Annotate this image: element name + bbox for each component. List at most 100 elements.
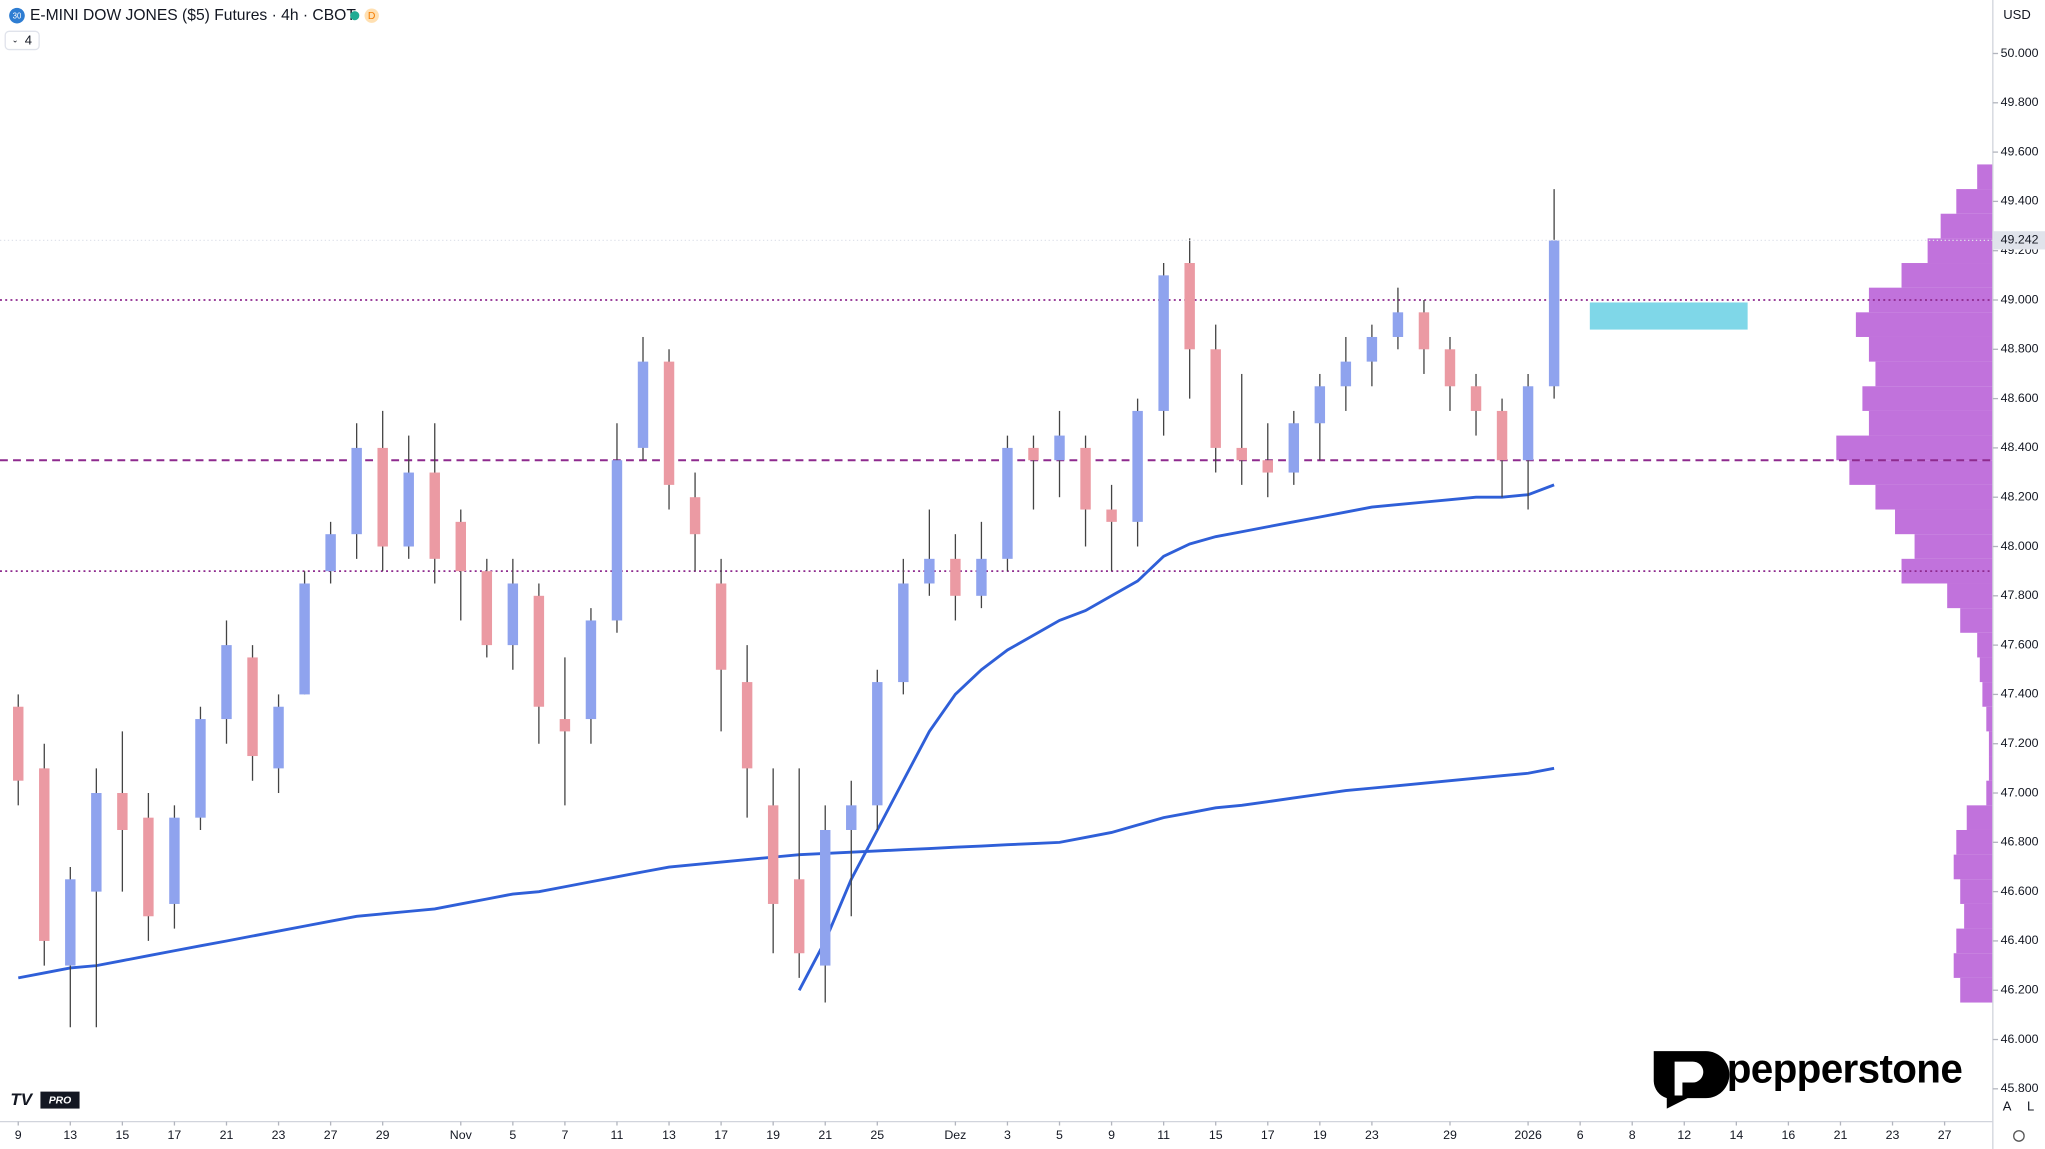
candle-body: [13, 706, 24, 781]
volume-profile-bar: [1956, 928, 1993, 954]
x-tick-label: 5: [1056, 1128, 1063, 1142]
x-tick-label: 25: [870, 1128, 884, 1142]
volume-profile-bar: [1960, 977, 1993, 1003]
candle-body: [325, 534, 336, 572]
currency[interactable]: USD: [2003, 7, 2031, 22]
tv-pro-text: PRO: [49, 1095, 72, 1106]
y-tick-label: 48.600: [2001, 391, 2039, 405]
candle-body: [793, 879, 805, 954]
candle-body: [1054, 435, 1065, 461]
x-tick-label: 21: [1834, 1128, 1848, 1142]
volume-profile-bar: [1986, 706, 1993, 732]
y-tick-label: 49.000: [2001, 292, 2039, 306]
y-tick-label: 48.400: [2001, 440, 2039, 454]
volume-profile-bar: [1862, 386, 1993, 411]
x-tick-label: 17: [1261, 1128, 1275, 1142]
y-tick-label: 49.400: [2001, 194, 2039, 208]
target-zone: [1589, 302, 1748, 330]
x-tick-label: 17: [714, 1128, 728, 1142]
candle-body: [689, 497, 701, 535]
candle-body: [1080, 447, 1091, 510]
candle-body: [820, 829, 831, 966]
candle-body: [39, 768, 50, 941]
x-tick-label: 27: [324, 1128, 338, 1142]
indicator-count: 4: [25, 33, 32, 48]
candle-body: [846, 805, 857, 830]
symbol-title[interactable]: E-MINI DOW JONES ($5) Futures · 4h · CBO…: [30, 7, 356, 24]
volume-profile-bar: [1836, 435, 1993, 461]
x-tick-label: 23: [272, 1128, 286, 1142]
y-tick-label: 49.800: [2001, 95, 2039, 109]
indicator-toggle[interactable]: [4, 30, 40, 51]
volume-profile-bar: [1927, 238, 1993, 264]
x-tick-label: 5: [509, 1128, 516, 1142]
candle-body: [1444, 349, 1456, 387]
candle-body: [1418, 312, 1430, 350]
volume-profile-bar: [1977, 632, 1993, 658]
symbol-icon-text: 30: [13, 11, 22, 20]
x-tick-label: Dez: [944, 1128, 966, 1142]
candle-body: [195, 719, 206, 818]
y-tick-label: 46.000: [2001, 1032, 2039, 1046]
x-tick-label: 21: [818, 1128, 832, 1142]
candle-body: [1028, 447, 1039, 461]
badge-text: D: [368, 11, 376, 22]
x-tick-label: 21: [220, 1128, 234, 1142]
volume-profile-bar: [1988, 731, 1993, 757]
y-tick-label: 48.000: [2001, 539, 2039, 553]
candle-body: [1522, 386, 1534, 461]
moving-average: [17, 766, 1555, 980]
x-tick-label: 9: [15, 1128, 22, 1142]
candle-body: [741, 682, 753, 769]
candle-body: [611, 460, 623, 621]
candle-body: [351, 447, 362, 535]
tv-logo: TV PRO: [10, 1090, 80, 1109]
x-tick-label: 23: [1365, 1128, 1379, 1142]
brand-name: pepperstone: [1727, 1046, 1963, 1092]
candle-body: [1106, 509, 1117, 522]
auto-scale-button[interactable]: A: [2003, 1099, 2012, 1114]
candle-body: [1548, 240, 1560, 387]
x-tick-label: 19: [1313, 1128, 1327, 1142]
x-tick-label: 14: [1729, 1128, 1743, 1142]
x-tick-label: 9: [1108, 1128, 1115, 1142]
volume-profile-bar: [1953, 854, 1993, 880]
candle-body: [663, 361, 675, 485]
x-tick-label: 15: [1209, 1128, 1223, 1142]
candle-body: [117, 793, 128, 830]
candle-body: [767, 805, 779, 904]
candle-body: [507, 583, 519, 646]
tv-logo-text: TV: [10, 1090, 33, 1109]
candle-body: [169, 817, 180, 904]
candle-body: [715, 583, 727, 670]
candle-body: [455, 521, 466, 572]
candle-body: [273, 706, 284, 769]
candle-body: [377, 447, 388, 547]
candle-body: [65, 879, 76, 966]
volume-profile-bar: [1956, 189, 1993, 214]
candle-body: [403, 472, 414, 547]
brand-mark-p: [1674, 1061, 1704, 1096]
volume-profile-bar: [1849, 460, 1993, 485]
volume-profile-bar: [1855, 312, 1993, 337]
last-price-label: 49.242: [2001, 233, 2039, 247]
candle-body: [429, 472, 440, 559]
volume-profile-bar: [1979, 657, 1993, 683]
candle-body: [1184, 263, 1195, 350]
x-tick-label: Nov: [450, 1128, 473, 1142]
log-scale-button[interactable]: L: [2027, 1099, 2034, 1114]
x-tick-label: 11: [611, 1128, 624, 1142]
y-tick-label: 47.200: [2001, 736, 2039, 750]
badge: [364, 8, 379, 23]
x-tick-label: 8: [1629, 1128, 1636, 1142]
moving-average: [797, 483, 1555, 991]
y-tick-label: 47.800: [2001, 588, 2039, 602]
settings-button[interactable]: [2013, 1130, 2025, 1142]
candle-body: [1392, 312, 1404, 337]
y-tick-label: 50.000: [2001, 46, 2039, 60]
candle-body: [898, 583, 909, 683]
y-tick-label: 48.800: [2001, 342, 2039, 356]
volume-profile-bar: [1895, 509, 1993, 535]
volume-profile-bar: [1875, 361, 1993, 387]
